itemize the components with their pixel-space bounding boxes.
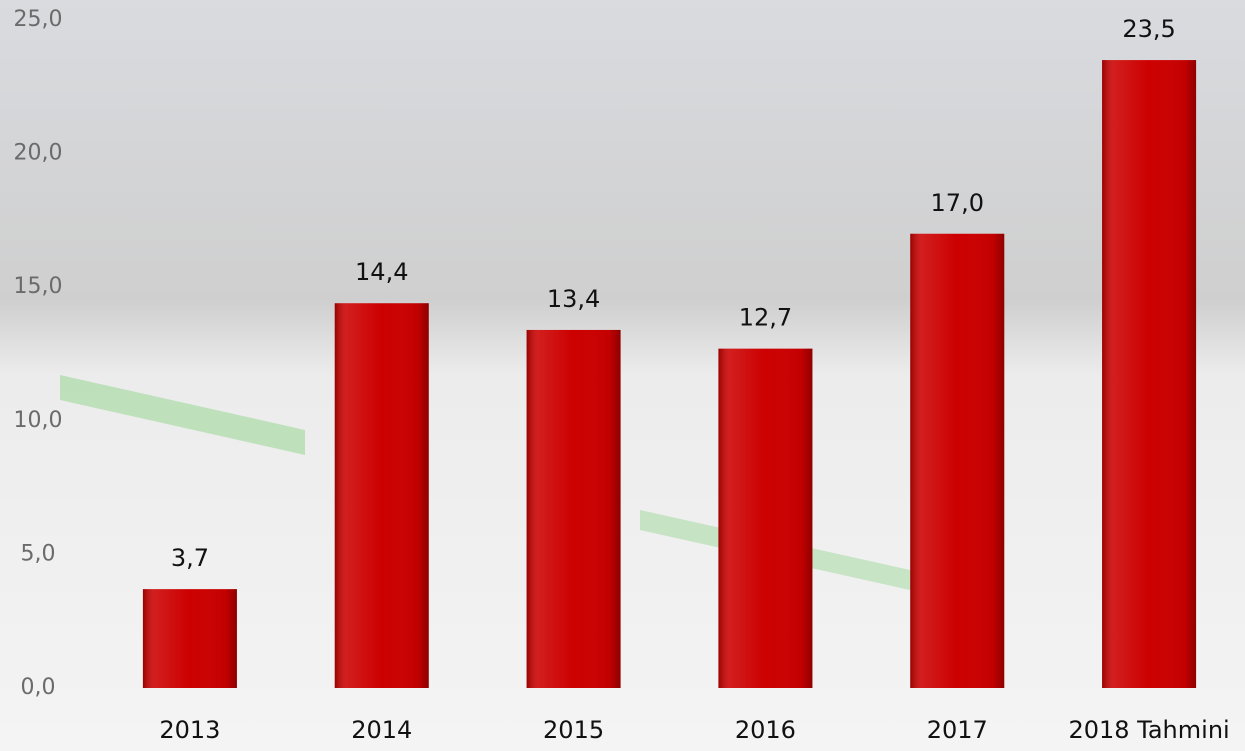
value-label: 3,7 [171,544,209,572]
value-label: 17,0 [931,189,984,217]
bar-shade [1102,60,1196,688]
value-label: 14,4 [355,258,408,286]
x-tick-label: 2014 [351,716,412,744]
bar-shade [910,234,1004,688]
chart: 0,0 5,0 10,0 15,0 20,0 25,0 2013 3,7 2014 14,4 201… [0,0,1245,751]
y-tick-label: 0,0 [21,675,56,700]
y-tick-label: 15,0 [14,274,63,299]
value-label: 13,4 [547,285,600,313]
bar-shade [335,303,429,688]
bar-shade [527,330,621,688]
page: 0,0 5,0 10,0 15,0 20,0 25,0 2013 3,7 2014 14,4 201… [0,0,1245,751]
y-tick-label: 5,0 [21,541,56,566]
x-tick-label: 2013 [159,716,220,744]
bar-shade [143,589,237,688]
value-label: 12,7 [739,304,792,332]
bar-shade [718,349,812,688]
x-tick-label: 2017 [927,716,988,744]
y-tick-label: 25,0 [14,7,63,32]
x-tick-label: 2018 Tahmini [1068,716,1229,744]
x-tick-label: 2016 [735,716,796,744]
y-tick-label: 10,0 [14,408,63,433]
y-tick-label: 20,0 [14,141,63,166]
value-label: 23,5 [1122,15,1175,43]
x-tick-label: 2015 [543,716,604,744]
